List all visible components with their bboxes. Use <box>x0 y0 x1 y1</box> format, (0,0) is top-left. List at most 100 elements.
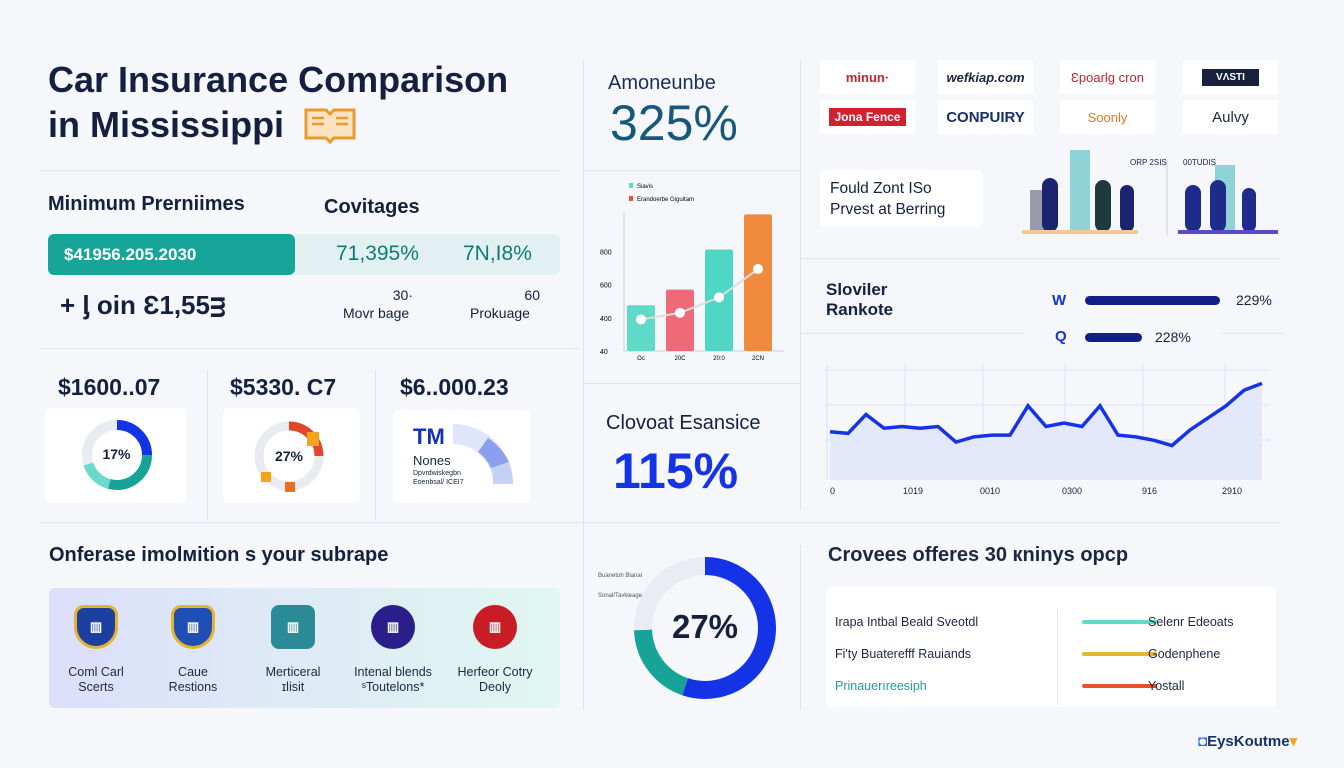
include-item-label: Coml Carl Scerts <box>41 665 151 695</box>
y-tick-label: 40 <box>600 349 608 356</box>
legend-swatch <box>629 183 633 188</box>
seal-icon: ▥ <box>371 605 415 649</box>
badge-icon: ▥ <box>171 605 215 649</box>
rank-label: 228% <box>1155 329 1191 345</box>
legend-label: Siavis <box>637 184 653 190</box>
trend-point <box>636 314 646 325</box>
legend-swatch <box>1082 652 1157 656</box>
x-tick-label: 1019 <box>903 486 924 496</box>
divider <box>584 383 800 384</box>
logo-text: Jona Fence <box>829 108 906 126</box>
logo-text: Soonly <box>1087 109 1128 125</box>
label-line: Scerts <box>78 680 114 694</box>
include-item-label: Caue Restions <box>138 665 248 695</box>
logo-text: Aulvy <box>1212 108 1249 126</box>
bar <box>627 305 655 351</box>
brand-logo: ◘EysKoutme▾ <box>1198 733 1298 750</box>
title-line-2: in Mississippi <box>48 104 285 145</box>
logo-text: VΛSTI <box>1202 68 1259 86</box>
stat-amount: $6..000.23 <box>400 374 509 400</box>
label-line: Merticeral <box>265 665 321 679</box>
logo-text: CONPUIRY <box>946 108 1025 126</box>
stat-amount: $5330. C7 <box>230 374 337 400</box>
rank-bar <box>1085 333 1142 342</box>
x-tick-label: 20:0 <box>713 356 725 362</box>
donut-chart <box>254 421 324 492</box>
stat-amount: $1600..07 <box>58 374 161 400</box>
insurer-logo[interactable]: VΛSTI <box>1183 60 1278 94</box>
found-line: Prvest at Berring <box>830 201 946 218</box>
insurer-logo[interactable]: minun· <box>820 60 915 94</box>
x-tick-label: 20C <box>674 356 686 362</box>
premium-bar: $41956.205.2030 <box>48 234 295 275</box>
gauge-subtitle: Nones <box>413 453 451 468</box>
logo-text: Ɛpoarlg cron <box>1071 69 1144 85</box>
insurer-logo[interactable]: wefkiap.com <box>938 60 1033 94</box>
gauge-card: TM Nones Dpvrdwiskegbn Eoenbsal/ ICEI7 <box>393 410 530 503</box>
donut-segment <box>634 557 776 699</box>
y-tick-label: 800 <box>600 249 612 256</box>
legend-swatch <box>1082 684 1157 688</box>
line-chart <box>825 365 1270 480</box>
book-icon <box>304 108 356 145</box>
trend-point <box>714 292 724 303</box>
label-line: Deoly <box>479 680 511 694</box>
trend-line <box>640 268 759 321</box>
legend-label: Yostall <box>1148 679 1185 693</box>
bar <box>666 289 694 351</box>
logo-text: wefkiap.com <box>946 69 1025 85</box>
brand-text: EysKoutme <box>1207 733 1290 750</box>
label-line: Coml Carl <box>68 665 124 679</box>
stamp-icon: ▥ <box>473 605 517 649</box>
col1-label: Movr bage <box>343 305 410 321</box>
label-line: Herfeor Cotry <box>457 665 533 679</box>
coverage-value-2: 7N,I8% <box>463 242 532 265</box>
line-series <box>829 381 1263 448</box>
insurer-logo[interactable]: Jona Fence <box>820 100 915 134</box>
divider <box>40 522 1280 523</box>
label-line: ɪlisit <box>281 680 305 694</box>
chart-label: ORP 2SIS <box>1130 158 1167 167</box>
divider <box>583 60 584 710</box>
col1-number: 30· <box>392 287 413 303</box>
y-tick-label: 400 <box>600 316 612 323</box>
gauge-title: TM <box>413 424 445 449</box>
donut-pct: 27% <box>274 448 304 464</box>
col2-label: Prokuage <box>470 305 530 321</box>
insurer-logo[interactable]: CONPUIRY <box>938 100 1033 134</box>
donut-chart <box>82 420 152 490</box>
divider <box>207 370 208 520</box>
shield-icon: ▥ <box>74 605 118 649</box>
chart-label: 00TUDIS <box>1183 158 1216 167</box>
rank-label: 229% <box>1236 292 1272 308</box>
divider <box>800 60 801 510</box>
big-donut <box>634 557 776 699</box>
donut-card: 17% <box>45 408 186 503</box>
city-illustration <box>1022 150 1278 236</box>
donut-center-pct: 27% <box>671 608 739 645</box>
trend-point <box>753 264 763 275</box>
donut-pct: 17% <box>102 446 131 462</box>
offers-card <box>826 587 1276 707</box>
ranking-heading-2: Rankote <box>826 300 894 319</box>
coverages-heading: Covitages <box>324 196 420 218</box>
gauge-note: Eoenbsal/ ICEI7 <box>413 479 464 486</box>
title-line-1: Car Insurance Comparison <box>48 59 509 100</box>
divider <box>375 370 376 520</box>
label-line: Intenal blends <box>354 665 432 679</box>
insurer-logo[interactable]: Soonly <box>1060 100 1155 134</box>
minimum-summary: + ᶅ oin Ɛ1,55ᴟ <box>60 290 226 320</box>
divider <box>40 170 560 171</box>
offer-row: Fi'ty Buaterefff Rauiands <box>835 647 972 661</box>
gauge-chart <box>453 424 514 484</box>
insurer-logo[interactable]: Aulvy <box>1183 100 1278 134</box>
y-tick-label: 600 <box>600 283 612 290</box>
insurer-logo[interactable]: Ɛpoarlg cron <box>1060 60 1155 94</box>
label-line: Caue <box>178 665 208 679</box>
bar-chart: Siavis Erandoerbe Giguitam 40 400 600 800 Oc 20… <box>600 183 784 362</box>
legend-label: Erandoerbe Giguitam <box>637 197 694 203</box>
middle-heading: Amoneunbe <box>608 72 716 94</box>
found-line: Fould Zont ISo <box>830 180 932 197</box>
include-item-label: Merticeral ɪlisit <box>238 665 348 695</box>
divider <box>800 545 801 710</box>
